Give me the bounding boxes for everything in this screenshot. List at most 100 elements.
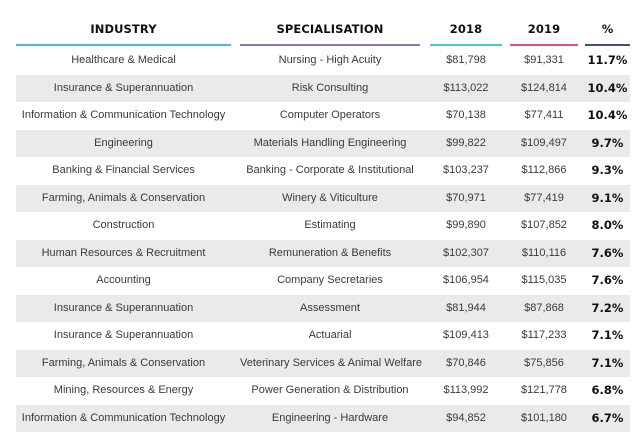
cell-industry: Healthcare & Medical [71, 54, 176, 66]
cell-percent: 7.1% [591, 355, 624, 370]
cell-industry: Mining, Resources & Energy [53, 384, 194, 396]
row-background [16, 404, 630, 432]
cell-2019: $107,852 [521, 219, 567, 231]
cell-industry: Insurance & Superannuation [53, 329, 194, 341]
cell-2019: $117,233 [521, 329, 567, 341]
cell-industry: Insurance & Superannuation [53, 81, 194, 94]
cell-specialisation: Banking - Corporate & Institutional [246, 164, 414, 176]
cell-specialisation: Risk Consulting [291, 81, 369, 94]
cell-percent: 11.7% [587, 53, 628, 67]
cell-specialisation: Power Generation & Distribution [251, 384, 409, 396]
cell-percent: 9.1% [591, 190, 624, 205]
cell-2018: $70,971 [446, 191, 486, 204]
cell-industry: Insurance & Superannuation [53, 301, 194, 314]
cell-industry: Accounting [96, 274, 151, 286]
header-underline-specialisation [240, 44, 420, 46]
cell-2018: $94,852 [446, 411, 486, 424]
cell-percent: 10.4% [587, 108, 628, 122]
cell-2018: $70,846 [446, 356, 486, 369]
row-background [16, 129, 630, 157]
table-row: Mining, Resources & Energy Power Generati… [0, 377, 642, 405]
cell-2019: $124,814 [521, 81, 567, 94]
cell-industry: Information & Communication Technology [21, 109, 226, 121]
cell-industry: Farming, Animals & Conservation [41, 356, 206, 369]
header-specialisation: SPECIALISATION [276, 22, 384, 36]
cell-percent: 7.6% [591, 245, 624, 260]
cell-specialisation: Engineering - Hardware [271, 411, 389, 424]
cell-percent: 9.7% [591, 135, 624, 150]
row-background [16, 184, 630, 212]
cell-2019: $121,778 [521, 384, 567, 396]
table-row: Accounting Company Secretaries $106,954 $11… [0, 267, 642, 295]
cell-2019: $91,331 [524, 54, 564, 66]
cell-percent: 7.6% [591, 273, 624, 287]
cell-2018: $99,822 [446, 136, 486, 149]
cell-percent: 6.8% [591, 383, 624, 397]
cell-specialisation: Actuarial [308, 329, 352, 341]
cell-2018: $81,798 [446, 54, 486, 66]
table-row: Banking & Financial Services Banking - Co… [0, 157, 642, 185]
cell-specialisation: Nursing - High Acuity [278, 54, 382, 66]
cell-specialisation: Veterinary Services & Animal Welfare [240, 356, 422, 369]
table-row: Insurance & Superannuation Actuarial $109,… [0, 322, 642, 350]
cell-2019: $77,419 [524, 191, 564, 204]
header-underline-2018 [430, 44, 502, 46]
table-row: Insurance & Superannuation Risk Consultin… [0, 74, 642, 102]
cell-2018: $103,237 [443, 164, 489, 176]
cell-percent: 6.7% [591, 410, 624, 425]
cell-specialisation: Computer Operators [279, 109, 381, 121]
cell-2019: $101,180 [521, 411, 567, 424]
table-row: Construction Estimating $99,890 $107,852 8.0… [0, 212, 642, 240]
cell-2018: $109,413 [443, 329, 489, 341]
cell-specialisation: Assessment [300, 301, 360, 314]
cell-industry: Farming, Animals & Conservation [41, 191, 206, 204]
table-row: Healthcare & Medical Nursing - High Acuit… [0, 47, 642, 75]
table-body: Healthcare & Medical Nursing - High Acuit… [0, 47, 642, 432]
cell-specialisation: Winery & Viticulture [282, 191, 378, 204]
table-row: Human Resources & Recruitment Remuneratio… [0, 239, 642, 267]
cell-industry: Construction [92, 219, 155, 231]
header-2018: 2018 [449, 22, 483, 36]
table-row: Farming, Animals & Conservation Veterinar… [0, 349, 642, 377]
header-industry: INDUSTRY [90, 22, 157, 36]
cell-2018: $102,307 [443, 246, 489, 259]
header-percent: % [601, 22, 614, 36]
cell-percent: 7.2% [591, 300, 624, 315]
cell-2019: $115,035 [521, 274, 567, 286]
cell-2019: $87,868 [524, 301, 564, 314]
cell-2019: $77,411 [524, 109, 564, 121]
table-row: Insurance & Superannuation Assessment $81,… [0, 294, 642, 322]
header-underline-industry [16, 44, 231, 46]
cell-2018: $106,954 [443, 274, 489, 286]
cell-percent: 7.1% [591, 328, 624, 342]
row-background [16, 239, 630, 267]
cell-industry: Engineering [94, 136, 153, 149]
cell-2018: $113,022 [443, 81, 489, 94]
row-background [16, 294, 630, 322]
table-row: Information & Communication Technology En… [0, 404, 642, 432]
cell-2019: $109,497 [521, 136, 567, 149]
table-row: Engineering Materials Handling Engineerin… [0, 129, 642, 157]
cell-percent: 10.4% [587, 80, 628, 95]
row-background [16, 74, 630, 102]
cell-2018: $70,138 [446, 109, 486, 121]
header-underline-percent [585, 44, 630, 46]
cell-industry: Information & Communication Technology [21, 411, 226, 424]
table-row: Farming, Animals & Conservation Winery & … [0, 184, 642, 212]
cell-2018: $81,944 [446, 301, 486, 314]
table-header: INDUSTRY SPECIALISATION 2018 2019 % [0, 0, 642, 47]
cell-percent: 9.3% [591, 163, 624, 177]
cell-specialisation: Estimating [304, 219, 356, 231]
cell-percent: 8.0% [591, 218, 624, 232]
cell-2018: $113,992 [443, 384, 489, 396]
header-underline-2019 [510, 44, 578, 46]
cell-specialisation: Materials Handling Engineering [253, 136, 407, 149]
cell-specialisation: Company Secretaries [277, 274, 383, 286]
cell-industry: Banking & Financial Services [52, 164, 195, 176]
cell-2019: $112,866 [521, 164, 567, 176]
cell-specialisation: Remuneration & Benefits [268, 246, 392, 259]
cell-2018: $99,890 [446, 219, 486, 231]
cell-2019: $75,856 [524, 356, 564, 369]
row-background [16, 349, 630, 377]
header-2019: 2019 [527, 22, 561, 36]
